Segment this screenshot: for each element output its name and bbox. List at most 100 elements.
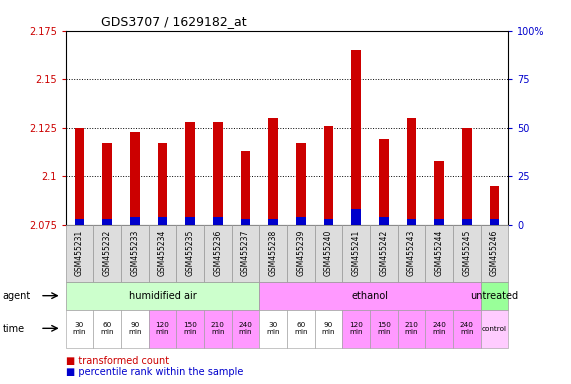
Text: GSM455246: GSM455246 <box>490 230 499 276</box>
Bar <box>342 310 370 348</box>
Bar <box>75 127 85 225</box>
Bar <box>66 225 93 282</box>
Text: control: control <box>482 326 507 332</box>
Text: agent: agent <box>3 291 31 301</box>
Bar <box>259 310 287 348</box>
Text: 240
min: 240 min <box>432 322 446 335</box>
Bar <box>379 139 389 225</box>
Bar <box>204 225 232 282</box>
Bar <box>240 219 250 225</box>
Text: GSM455233: GSM455233 <box>130 230 139 276</box>
Bar <box>324 126 333 225</box>
Text: humidified air: humidified air <box>128 291 196 301</box>
Bar <box>324 219 333 225</box>
Bar <box>379 217 389 225</box>
Text: 150
min: 150 min <box>377 322 391 335</box>
Bar <box>213 122 223 225</box>
Bar <box>121 310 148 348</box>
Bar <box>489 186 499 225</box>
Bar <box>481 310 508 348</box>
Bar <box>462 127 472 225</box>
Text: 30
min: 30 min <box>266 322 280 335</box>
Bar <box>370 225 397 282</box>
Bar <box>240 151 250 225</box>
Text: 240
min: 240 min <box>460 322 473 335</box>
Bar <box>370 310 397 348</box>
Text: 120
min: 120 min <box>349 322 363 335</box>
Bar <box>268 219 278 225</box>
Bar <box>176 310 204 348</box>
Bar <box>75 219 85 225</box>
Bar <box>296 143 305 225</box>
Bar <box>102 143 112 225</box>
Bar <box>93 310 121 348</box>
Text: GSM455239: GSM455239 <box>296 230 305 276</box>
Text: 210
min: 210 min <box>404 322 419 335</box>
Bar <box>296 217 305 225</box>
Bar <box>148 225 176 282</box>
Bar <box>121 225 148 282</box>
Bar <box>259 225 287 282</box>
Text: GSM455236: GSM455236 <box>214 230 222 276</box>
Bar <box>158 143 167 225</box>
Text: GDS3707 / 1629182_at: GDS3707 / 1629182_at <box>101 15 247 28</box>
Bar <box>397 310 425 348</box>
Bar <box>66 310 93 348</box>
Bar <box>407 219 416 225</box>
Text: GSM455242: GSM455242 <box>379 230 388 276</box>
Bar <box>232 310 259 348</box>
Bar <box>176 225 204 282</box>
Bar <box>453 225 481 282</box>
Text: ■ transformed count: ■ transformed count <box>66 356 169 366</box>
Text: GSM455237: GSM455237 <box>241 230 250 276</box>
Text: GSM455244: GSM455244 <box>435 230 444 276</box>
Bar <box>315 310 342 348</box>
Bar <box>213 217 223 225</box>
Bar <box>315 225 342 282</box>
Bar <box>130 217 140 225</box>
Bar <box>66 282 259 310</box>
Bar <box>351 209 361 225</box>
Text: 90
min: 90 min <box>321 322 335 335</box>
Text: 90
min: 90 min <box>128 322 142 335</box>
Text: 120
min: 120 min <box>155 322 170 335</box>
Bar <box>462 219 472 225</box>
Text: 240
min: 240 min <box>239 322 252 335</box>
Bar <box>185 122 195 225</box>
Text: GSM455241: GSM455241 <box>352 230 360 276</box>
Bar <box>148 310 176 348</box>
Bar <box>287 310 315 348</box>
Text: GSM455232: GSM455232 <box>103 230 112 276</box>
Text: GSM455231: GSM455231 <box>75 230 84 276</box>
Text: GSM455243: GSM455243 <box>407 230 416 276</box>
Bar <box>185 217 195 225</box>
Bar <box>481 282 508 310</box>
Text: time: time <box>3 324 25 334</box>
Bar <box>102 219 112 225</box>
Text: GSM455234: GSM455234 <box>158 230 167 276</box>
Text: GSM455245: GSM455245 <box>462 230 471 276</box>
Text: untreated: untreated <box>471 291 518 301</box>
Bar <box>287 225 315 282</box>
Bar <box>351 50 361 225</box>
Bar <box>93 225 121 282</box>
Bar <box>425 225 453 282</box>
Bar <box>453 310 481 348</box>
Text: 150
min: 150 min <box>183 322 197 335</box>
Bar <box>489 219 499 225</box>
Bar <box>204 310 232 348</box>
Text: ■ percentile rank within the sample: ■ percentile rank within the sample <box>66 367 243 377</box>
Bar <box>434 161 444 225</box>
Text: GSM455240: GSM455240 <box>324 230 333 276</box>
Bar <box>268 118 278 225</box>
Bar <box>481 225 508 282</box>
Bar <box>342 225 370 282</box>
Bar <box>259 282 481 310</box>
Text: GSM455238: GSM455238 <box>268 230 278 276</box>
Text: ethanol: ethanol <box>351 291 388 301</box>
Text: 60
min: 60 min <box>100 322 114 335</box>
Bar <box>232 225 259 282</box>
Text: 60
min: 60 min <box>294 322 308 335</box>
Text: 210
min: 210 min <box>211 322 225 335</box>
Bar <box>397 225 425 282</box>
